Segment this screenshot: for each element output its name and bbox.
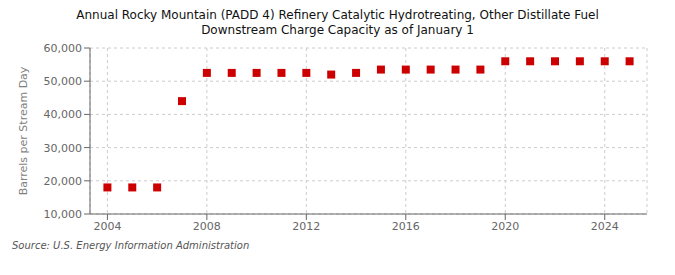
svg-text:2020: 2020 <box>491 220 519 233</box>
svg-text:40,000: 40,000 <box>44 108 83 121</box>
svg-text:50,000: 50,000 <box>44 75 83 88</box>
svg-text:30,000: 30,000 <box>44 142 83 155</box>
svg-text:20,000: 20,000 <box>44 175 83 188</box>
svg-text:Barrels per Stream Day: Barrels per Stream Day <box>17 66 30 195</box>
svg-text:2024: 2024 <box>591 220 619 233</box>
html-text:Annual Rocky Mountain (PADD 4): Annual Rocky Mountain (PADD 4) Refinery … <box>76 8 599 22</box>
svg-text:2004: 2004 <box>93 220 121 233</box>
svg-text:2016: 2016 <box>392 220 420 233</box>
svg-text:2012: 2012 <box>292 220 320 233</box>
svg-text:60,000: 60,000 <box>44 42 83 55</box>
html-text:Source: U.S. Energy Informatio: Source: U.S. Energy Information Administ… <box>12 240 250 251</box>
svg-text:2008: 2008 <box>193 220 221 233</box>
html-text:Downstream Charge Capacity as: Downstream Charge Capacity as of January… <box>201 23 474 37</box>
svg-text:10,000: 10,000 <box>44 208 83 221</box>
